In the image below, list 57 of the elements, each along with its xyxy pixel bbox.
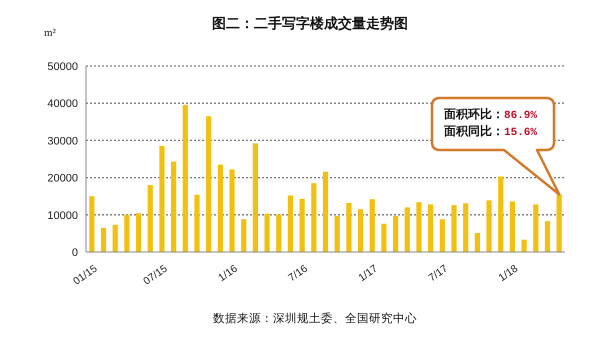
bar (334, 216, 340, 252)
bar (416, 202, 422, 252)
bar (533, 204, 538, 252)
bar (451, 205, 457, 252)
bar (556, 194, 562, 252)
bar (100, 228, 106, 252)
bar (288, 195, 294, 252)
bar (229, 169, 235, 252)
bar (218, 164, 223, 252)
bar (276, 214, 282, 252)
x-tick-label: 1/18 (496, 262, 520, 284)
chart-title: 图二：二手写字楼成交量走势图 (212, 15, 408, 31)
bar (182, 105, 188, 252)
bar (522, 240, 527, 252)
bar (393, 216, 398, 252)
bar (300, 198, 305, 252)
bar (428, 204, 434, 252)
bar (463, 203, 468, 252)
x-tick-label: 1/16 (216, 262, 240, 284)
bar (381, 224, 387, 252)
y-tick-label: 20000 (47, 172, 78, 185)
bar (311, 183, 316, 252)
x-tick-label: 1/17 (356, 262, 380, 284)
y-tick-label: 50000 (47, 61, 78, 73)
bar (370, 199, 375, 252)
y-tick-label: 30000 (47, 135, 78, 148)
bar (171, 162, 176, 252)
bar (264, 214, 270, 252)
x-tick-label: 7/16 (286, 262, 310, 284)
bar (498, 176, 504, 252)
bar (404, 207, 410, 252)
bar (159, 146, 165, 252)
bar (112, 224, 118, 252)
y-tick-label: 40000 (47, 98, 78, 110)
bar (241, 219, 246, 252)
bar (358, 209, 364, 252)
annotation: 面积环比：86.9% (443, 107, 538, 122)
bar (544, 221, 550, 252)
bar (322, 172, 328, 252)
source-note: 数据来源：深圳规土委、全国研究中心 (213, 311, 417, 325)
bar (148, 185, 153, 252)
y-tick-label: 0 (72, 247, 78, 259)
bar (124, 214, 130, 252)
bar (440, 219, 445, 252)
bar (510, 201, 516, 252)
bar (486, 200, 492, 252)
bar (89, 196, 94, 252)
x-tick-label: 7/17 (426, 262, 450, 284)
y-tick-label: 10000 (47, 210, 78, 222)
annotation: 面积同比：15.6% (443, 124, 538, 139)
bar (206, 116, 212, 252)
y-axis-title: m² (44, 27, 57, 39)
bar (136, 213, 142, 252)
bar (252, 143, 258, 252)
bar (194, 194, 200, 252)
bar (346, 202, 352, 252)
bar (474, 233, 480, 252)
